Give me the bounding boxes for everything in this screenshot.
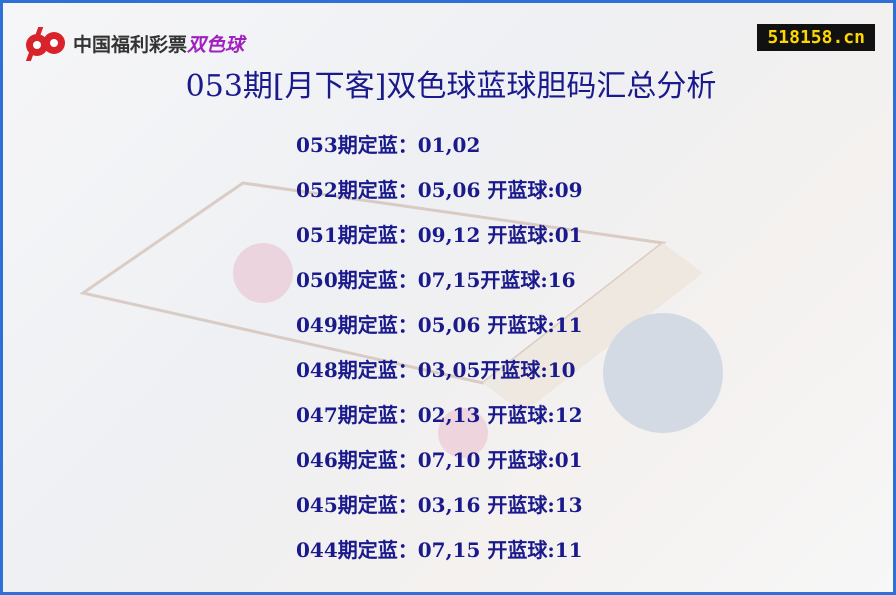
site-badge: 518158.cn — [757, 24, 875, 51]
logo-text: 中国福利彩票双色球 — [73, 33, 245, 56]
list-item: 051期定蓝：09,12 开蓝球:01 — [296, 223, 583, 247]
welfare-lottery-logo: 中国福利彩票双色球 — [23, 25, 244, 61]
list-item: 044期定蓝：07,15 开蓝球:11 — [296, 538, 583, 562]
background-book-illustration — [79, 181, 723, 458]
list-item: 046期定蓝：07,10 开蓝球:01 — [296, 448, 583, 472]
prediction-list: 053期定蓝：01,02 052期定蓝：05,06 开蓝球:09 051期定蓝：… — [296, 131, 583, 581]
page-title: 053期[月下客]双色球蓝球胆码汇总分析 — [185, 69, 717, 104]
list-item: 053期定蓝：01,02 — [296, 133, 481, 157]
list-item: 049期定蓝：05,06 开蓝球:11 — [296, 313, 583, 337]
list-item: 052期定蓝：05,06 开蓝球:09 — [296, 178, 583, 202]
list-item: 047期定蓝：02,13 开蓝球:12 — [296, 403, 583, 427]
list-item: 048期定蓝：03,05开蓝球:10 — [296, 358, 576, 382]
list-item: 050期定蓝：07,15开蓝球:16 — [296, 268, 576, 292]
list-item: 045期定蓝：03,16 开蓝球:13 — [296, 493, 583, 517]
cwl-logo-icon — [25, 27, 65, 61]
